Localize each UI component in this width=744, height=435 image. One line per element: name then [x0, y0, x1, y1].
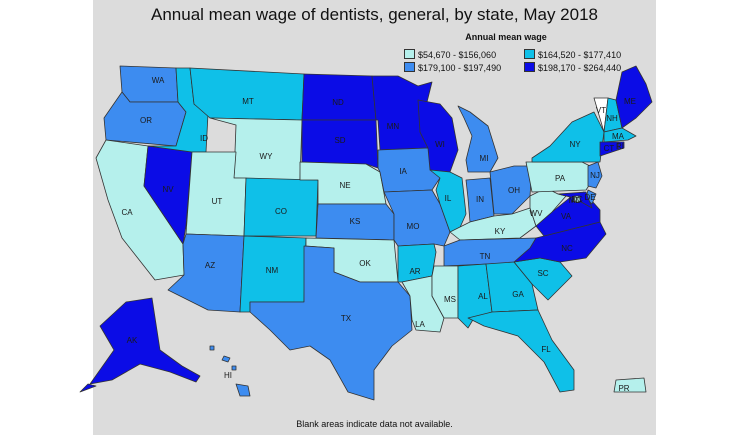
- alaska-island: [79, 383, 97, 393]
- state-label-ks: KS: [350, 217, 361, 226]
- legend-swatch: [404, 49, 415, 59]
- state-connecticut: [599, 141, 619, 157]
- state-washington: [119, 65, 179, 103]
- legend-item: $54,670 - $156,060: [404, 49, 496, 60]
- state-michigan: [457, 105, 499, 173]
- legend-swatch: [524, 62, 535, 72]
- state-label-wy: WY: [260, 152, 274, 161]
- state-label-ok: OK: [359, 259, 371, 268]
- state-label-pa: PA: [555, 174, 566, 183]
- legend-title: Annual mean wage: [465, 32, 547, 42]
- state-new-jersey: [587, 161, 603, 189]
- state-label-az: AZ: [205, 261, 215, 270]
- state-label-nc: NC: [561, 244, 573, 253]
- map-title: Annual mean wage of dentists, general, b…: [151, 5, 598, 24]
- state-label-ne: NE: [339, 181, 350, 190]
- state-north-dakota: [301, 73, 377, 121]
- state-puerto-rico: [613, 377, 647, 393]
- legend-label: $54,670 - $156,060: [418, 50, 497, 60]
- state-label-ar: AR: [409, 267, 420, 276]
- state-label-pr: PR: [618, 384, 629, 393]
- state-label-va: VA: [561, 212, 572, 221]
- legend-item: $164,520 - $177,410: [524, 49, 621, 60]
- state-massachusetts: [603, 127, 637, 143]
- state-label-nv: NV: [162, 185, 174, 194]
- state-label-sc: SC: [537, 269, 548, 278]
- state-label-me: ME: [624, 97, 636, 106]
- state-texas: [249, 245, 413, 401]
- state-label-nd: ND: [332, 98, 344, 107]
- state-label-tn: TN: [480, 252, 491, 261]
- state-district-of-columbia: [573, 195, 581, 203]
- legend-label: $198,170 - $264,440: [538, 63, 622, 73]
- state-maine: [615, 65, 653, 129]
- state-label-mn: MN: [387, 122, 400, 131]
- state-label-fl: FL: [541, 345, 551, 354]
- state-new-york: [531, 111, 605, 163]
- hawaii-island: [209, 345, 215, 351]
- state-label-md: MD: [569, 196, 582, 205]
- state-maryland: [557, 191, 593, 209]
- state-label-ms: MS: [444, 295, 456, 304]
- state-alaska: [89, 297, 201, 385]
- state-label-mo: MO: [407, 222, 420, 231]
- legend: Annual mean wage $54,670 - $156,060 $164…: [396, 32, 646, 76]
- state-label-hi: HI: [224, 371, 232, 380]
- state-label-in: IN: [476, 195, 484, 204]
- state-missouri: [383, 189, 451, 247]
- state-label-de: DE: [584, 193, 595, 202]
- state-label-ny: NY: [569, 140, 581, 149]
- state-florida: [467, 309, 575, 393]
- state-label-tx: TX: [341, 314, 352, 323]
- state-label-oh: OH: [508, 186, 520, 195]
- legend-swatch: [404, 62, 415, 72]
- state-south-dakota: [301, 119, 379, 169]
- state-label-ut: UT: [212, 197, 223, 206]
- state-label-ma: MA: [612, 132, 625, 141]
- legend-label: $179,100 - $197,490: [418, 63, 502, 73]
- state-label-mi: MI: [480, 154, 489, 163]
- state-label-ia: IA: [399, 167, 407, 176]
- state-label-sd: SD: [334, 136, 345, 145]
- state-label-al: AL: [478, 292, 488, 301]
- state-label-ri: RI: [616, 142, 624, 151]
- state-hawaii: [235, 383, 251, 397]
- state-north-carolina: [513, 221, 607, 263]
- state-label-vt: VT: [596, 106, 606, 115]
- state-label-co: CO: [275, 207, 287, 216]
- state-montana: [189, 67, 305, 121]
- state-label-ct: CT: [604, 144, 615, 153]
- legend-swatch: [524, 49, 535, 59]
- state-label-id: ID: [200, 134, 208, 143]
- state-label-nm: NM: [266, 266, 279, 275]
- state-label-ak: AK: [127, 336, 138, 345]
- hawaii-island: [221, 355, 231, 363]
- footnote: Blank areas indicate data not available.: [296, 419, 453, 429]
- state-label-la: LA: [415, 320, 425, 329]
- state-label-ca: CA: [121, 208, 133, 217]
- state-label-wv: WV: [530, 209, 544, 218]
- state-label-dc: DC: [571, 195, 583, 204]
- state-label-nj: NJ: [590, 171, 600, 180]
- legend-item: $198,170 - $264,440: [524, 62, 621, 73]
- state-label-il: IL: [445, 194, 452, 203]
- hawaii-island: [231, 365, 237, 371]
- state-label-mt: MT: [242, 97, 254, 106]
- state-label-ky: KY: [495, 227, 506, 236]
- legend-label: $164,520 - $177,410: [538, 50, 622, 60]
- state-label-wi: WI: [435, 140, 445, 149]
- legend-item: $179,100 - $197,490: [404, 62, 501, 73]
- state-label-ga: GA: [512, 290, 524, 299]
- state-label-wa: WA: [152, 76, 165, 85]
- state-label-or: OR: [140, 116, 152, 125]
- state-label-nh: NH: [606, 114, 618, 123]
- state-georgia: [485, 261, 539, 313]
